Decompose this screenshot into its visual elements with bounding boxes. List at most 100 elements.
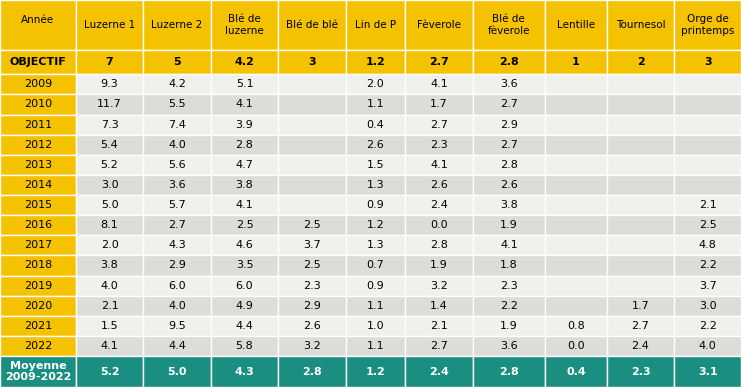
FancyBboxPatch shape (279, 0, 346, 50)
Text: 2012: 2012 (24, 140, 52, 150)
Text: 4.0: 4.0 (168, 140, 186, 150)
Text: Blé de
fèverole: Blé de fèverole (488, 14, 530, 36)
FancyBboxPatch shape (279, 50, 346, 74)
Text: 3.2: 3.2 (303, 341, 321, 351)
Text: 4.1: 4.1 (430, 79, 448, 89)
FancyBboxPatch shape (607, 74, 674, 94)
FancyBboxPatch shape (143, 175, 210, 195)
Text: 7: 7 (106, 57, 113, 67)
Text: 3.8: 3.8 (101, 260, 119, 271)
FancyBboxPatch shape (0, 155, 76, 175)
Text: 2.9: 2.9 (500, 120, 518, 130)
Text: 2014: 2014 (24, 180, 52, 190)
FancyBboxPatch shape (279, 235, 346, 255)
FancyBboxPatch shape (405, 195, 473, 215)
FancyBboxPatch shape (473, 135, 545, 155)
FancyBboxPatch shape (545, 115, 607, 135)
Text: 0.4: 0.4 (566, 366, 586, 377)
Text: 0.9: 0.9 (367, 200, 385, 210)
Text: 2.4: 2.4 (430, 200, 448, 210)
FancyBboxPatch shape (0, 135, 76, 155)
FancyBboxPatch shape (674, 74, 741, 94)
Text: 5.2: 5.2 (101, 160, 119, 170)
Text: Luzerne 1: Luzerne 1 (84, 20, 135, 30)
FancyBboxPatch shape (473, 296, 545, 316)
Text: 2016: 2016 (24, 220, 52, 230)
Text: 5.8: 5.8 (236, 341, 253, 351)
FancyBboxPatch shape (607, 235, 674, 255)
Text: 2.7: 2.7 (430, 120, 448, 130)
Text: 4.1: 4.1 (236, 99, 253, 110)
FancyBboxPatch shape (0, 255, 76, 276)
FancyBboxPatch shape (76, 276, 143, 296)
Text: Blé de blé: Blé de blé (286, 20, 338, 30)
Text: 1.2: 1.2 (365, 366, 385, 377)
Text: 1.1: 1.1 (367, 341, 385, 351)
FancyBboxPatch shape (76, 296, 143, 316)
FancyBboxPatch shape (473, 50, 545, 74)
FancyBboxPatch shape (405, 155, 473, 175)
Text: 5.0: 5.0 (167, 366, 187, 377)
FancyBboxPatch shape (405, 336, 473, 356)
FancyBboxPatch shape (0, 50, 76, 74)
Text: 1.1: 1.1 (367, 99, 385, 110)
Text: 2.1: 2.1 (430, 321, 448, 331)
FancyBboxPatch shape (674, 276, 741, 296)
FancyBboxPatch shape (473, 215, 545, 235)
FancyBboxPatch shape (210, 215, 279, 235)
Text: 1.9: 1.9 (500, 220, 518, 230)
Text: 0.8: 0.8 (567, 321, 585, 331)
FancyBboxPatch shape (346, 316, 405, 336)
FancyBboxPatch shape (405, 50, 473, 74)
FancyBboxPatch shape (210, 50, 279, 74)
Text: 2.7: 2.7 (430, 341, 448, 351)
Text: Blé de
luzerne: Blé de luzerne (225, 14, 264, 36)
Text: 2017: 2017 (24, 240, 52, 250)
FancyBboxPatch shape (0, 74, 76, 94)
Text: 1.7: 1.7 (631, 301, 649, 311)
Text: 2019: 2019 (24, 281, 52, 291)
Text: 2.6: 2.6 (367, 140, 385, 150)
FancyBboxPatch shape (210, 74, 279, 94)
FancyBboxPatch shape (473, 74, 545, 94)
FancyBboxPatch shape (210, 0, 279, 50)
FancyBboxPatch shape (76, 195, 143, 215)
FancyBboxPatch shape (76, 316, 143, 336)
Text: 1.0: 1.0 (367, 321, 385, 331)
Text: 2.2: 2.2 (500, 301, 518, 311)
FancyBboxPatch shape (405, 276, 473, 296)
FancyBboxPatch shape (545, 276, 607, 296)
FancyBboxPatch shape (143, 276, 210, 296)
FancyBboxPatch shape (279, 336, 346, 356)
FancyBboxPatch shape (279, 175, 346, 195)
FancyBboxPatch shape (405, 135, 473, 155)
Text: 5.4: 5.4 (101, 140, 119, 150)
FancyBboxPatch shape (76, 155, 143, 175)
Text: 2.3: 2.3 (430, 140, 448, 150)
Text: 1.1: 1.1 (367, 301, 385, 311)
FancyBboxPatch shape (607, 215, 674, 235)
FancyBboxPatch shape (607, 195, 674, 215)
FancyBboxPatch shape (674, 356, 741, 387)
Text: 1.2: 1.2 (367, 220, 385, 230)
Text: 4.1: 4.1 (500, 240, 518, 250)
Text: 3.8: 3.8 (500, 200, 518, 210)
Text: 2: 2 (637, 57, 645, 67)
FancyBboxPatch shape (279, 155, 346, 175)
Text: 2.6: 2.6 (303, 321, 321, 331)
FancyBboxPatch shape (545, 336, 607, 356)
FancyBboxPatch shape (545, 0, 607, 50)
FancyBboxPatch shape (143, 94, 210, 115)
FancyBboxPatch shape (0, 215, 76, 235)
FancyBboxPatch shape (143, 215, 210, 235)
FancyBboxPatch shape (210, 195, 279, 215)
Text: 4.7: 4.7 (236, 160, 253, 170)
FancyBboxPatch shape (607, 255, 674, 276)
FancyBboxPatch shape (674, 336, 741, 356)
FancyBboxPatch shape (607, 115, 674, 135)
FancyBboxPatch shape (279, 356, 346, 387)
FancyBboxPatch shape (607, 155, 674, 175)
Text: 4.8: 4.8 (699, 240, 717, 250)
Text: Fèverole: Fèverole (417, 20, 461, 30)
FancyBboxPatch shape (545, 135, 607, 155)
